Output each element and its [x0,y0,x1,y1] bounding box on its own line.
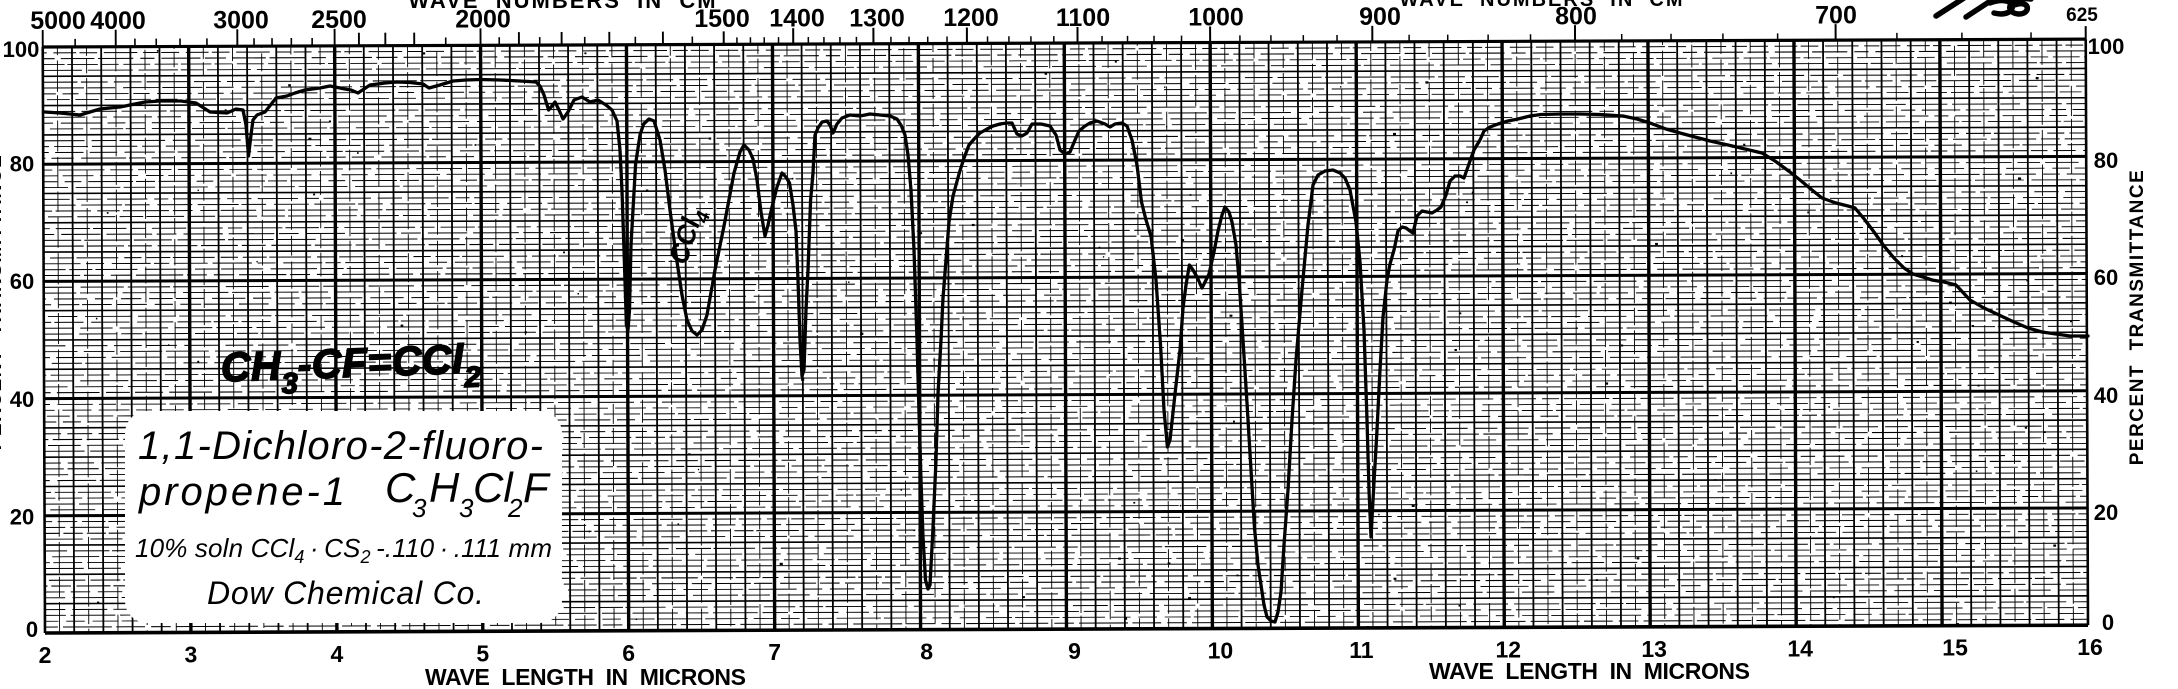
svg-text:700: 700 [1815,2,1857,30]
svg-text:10% soln CCl4 · CS2 -.110 · .1: 10% soln CCl4 · CS2 -.110 · .111 mm [135,533,552,567]
svg-text:Cl: Cl [473,464,514,511]
svg-text:H: H [429,464,460,511]
svg-text:6: 6 [622,640,635,666]
svg-text:12: 12 [1496,636,1522,662]
svg-text:1000: 1000 [1188,4,1244,32]
svg-text:8: 8 [920,639,933,665]
svg-text:1,1-Dichloro-2-fluoro-: 1,1-Dichloro-2-fluoro- [138,424,543,468]
svg-text:Dow Chemical Co.: Dow Chemical Co. [207,575,484,611]
svg-text:13: 13 [1641,636,1667,662]
svg-text:1300: 1300 [849,5,905,33]
svg-text:WAVE NUMBERS IN CM: WAVE NUMBERS IN CM [408,0,717,13]
svg-text:propene-1: propene-1 [138,470,345,514]
svg-text:WAVE NUMBERS IN CM: WAVE NUMBERS IN CM [1400,0,1685,11]
svg-text:100: 100 [3,37,40,62]
svg-text:PERCENT TRANSMITTANCE: PERCENT TRANSMITTANCE [0,154,6,451]
svg-text:2000: 2000 [455,6,511,34]
svg-text:PERCENT TRANSMITTANCE: PERCENT TRANSMITTANCE [2127,169,2148,466]
svg-text:1400: 1400 [769,5,825,33]
svg-text:625: 625 [2066,5,2098,26]
svg-text:20: 20 [2094,500,2118,525]
svg-text:800: 800 [1555,2,1597,30]
svg-text:0: 0 [2102,610,2114,635]
svg-text:40: 40 [10,387,34,412]
svg-text:15: 15 [1942,635,1968,661]
svg-text:80: 80 [2094,148,2118,173]
svg-text:3: 3 [459,493,474,523]
svg-text:2500: 2500 [311,6,367,34]
svg-text:WAVE LENGTH IN MICRONS: WAVE LENGTH IN MICRONS [1429,658,1751,684]
svg-text:3: 3 [185,641,198,667]
svg-text:3: 3 [412,493,427,523]
svg-text:20: 20 [10,505,34,530]
svg-text:11: 11 [1349,637,1374,663]
svg-text:60: 60 [2094,265,2118,290]
svg-text:100: 100 [2088,34,2125,59]
svg-text:9: 9 [1068,638,1081,664]
svg-text:1200: 1200 [943,4,999,32]
svg-text:1500: 1500 [694,5,750,33]
svg-text:16: 16 [2077,634,2103,660]
svg-text:C: C [385,464,416,511]
svg-text:0: 0 [26,617,38,642]
svg-text:3000: 3000 [213,6,269,34]
svg-text:WAVE LENGTH IN MICRONS: WAVE LENGTH IN MICRONS [425,664,747,689]
svg-text:14: 14 [1787,635,1813,661]
svg-text:80: 80 [10,152,34,177]
svg-text:60: 60 [10,269,34,294]
svg-text:2: 2 [39,642,52,668]
svg-text:F: F [523,464,551,511]
svg-text:1100: 1100 [1056,4,1110,32]
svg-text:5: 5 [476,640,489,666]
svg-text:10: 10 [1208,638,1234,664]
svg-text:40: 40 [2094,383,2118,408]
svg-text:900: 900 [1359,3,1401,31]
svg-text:7: 7 [768,639,781,665]
svg-text:2: 2 [507,493,523,523]
svg-text:4000: 4000 [90,7,146,35]
svg-text:5000: 5000 [30,7,86,35]
svg-text:4: 4 [331,641,344,667]
